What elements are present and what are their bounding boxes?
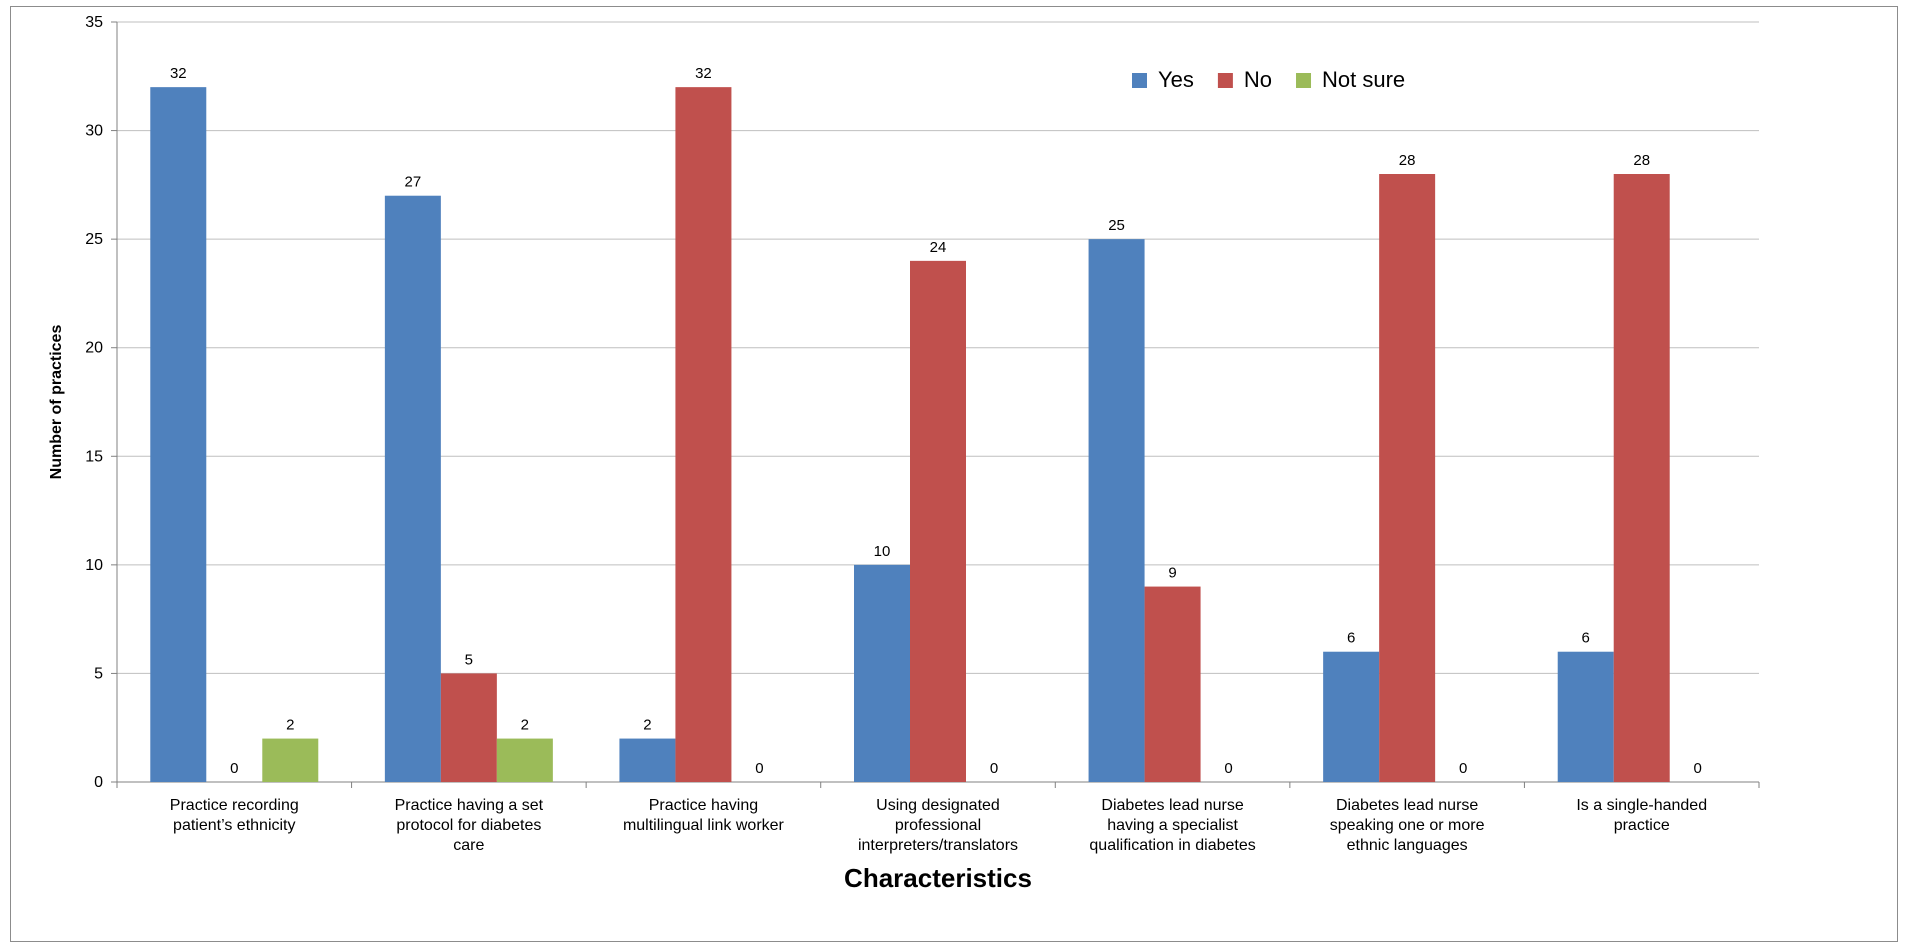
category-label: qualification in diabetes: [1089, 837, 1255, 854]
data-label: 6: [1582, 630, 1590, 647]
y-axis-title: Number of practices: [48, 325, 65, 480]
data-label: 5: [465, 651, 473, 668]
category-label: multilingual link worker: [623, 817, 785, 834]
category-label: protocol for diabetes: [396, 817, 541, 834]
data-label: 0: [1459, 760, 1467, 777]
bar-yes: [1088, 239, 1145, 783]
category-label: patient’s ethnicity: [173, 817, 295, 834]
legend-swatch: [1132, 73, 1147, 88]
y-tick-label: 0: [94, 774, 103, 791]
data-label: 0: [1224, 760, 1232, 777]
bar-yes: [150, 87, 207, 782]
category-label: Practice having: [649, 797, 758, 814]
chart-frame: 0 5 10 15 20 25 30 35 32 0 2 Practice recording pati…: [10, 6, 1898, 942]
category-label: speaking one or more: [1330, 817, 1485, 834]
y-tick-label: 15: [85, 448, 103, 465]
data-label: 2: [286, 717, 294, 734]
category-label: Diabetes lead nurse: [1336, 797, 1478, 814]
category-label: Is a single-handed: [1576, 797, 1707, 814]
bar-not-sure: [496, 738, 553, 782]
bar-yes: [384, 195, 441, 782]
bar-no: [675, 87, 732, 782]
data-label: 10: [874, 543, 891, 560]
category-label: Practice having a set: [395, 797, 544, 814]
data-label: 32: [695, 65, 712, 82]
data-label: 28: [1399, 152, 1416, 169]
x-axis-title: Characteristics: [844, 863, 1032, 893]
legend-label: No: [1244, 67, 1272, 92]
bar-no: [440, 673, 497, 782]
category-label: Practice recording: [170, 797, 299, 814]
data-label: 28: [1633, 152, 1650, 169]
data-label: 0: [1694, 760, 1702, 777]
data-label: 24: [930, 239, 947, 256]
bar-yes: [854, 564, 910, 782]
data-label: 27: [405, 174, 422, 191]
bar-yes: [1557, 651, 1614, 782]
y-tick-label: 20: [85, 340, 103, 357]
data-label: 6: [1347, 630, 1355, 647]
legend-label: Not sure: [1322, 67, 1405, 92]
y-tick-label: 5: [94, 665, 103, 682]
data-label: 0: [755, 760, 763, 777]
category-label: professional: [895, 817, 981, 834]
data-label: 32: [170, 65, 187, 82]
y-tick-label: 10: [85, 557, 103, 574]
bar-no: [1613, 174, 1670, 782]
bar-not-sure: [262, 738, 319, 782]
bar-no: [910, 260, 966, 782]
data-label: 2: [643, 717, 651, 734]
category-label: Using designated: [876, 797, 1000, 814]
data-label: 0: [990, 760, 998, 777]
bar-no: [1379, 174, 1436, 782]
bar-yes: [1323, 651, 1380, 782]
data-label: 0: [230, 760, 238, 777]
legend-swatch: [1217, 73, 1233, 88]
bar-yes: [619, 738, 676, 782]
category-label: interpreters/translators: [858, 837, 1018, 854]
category-label: having a specialist: [1107, 817, 1238, 834]
y-tick-label: 30: [85, 123, 103, 140]
category-label: care: [453, 837, 484, 854]
y-tick-label: 25: [85, 231, 103, 248]
category-label: Diabetes lead nurse: [1101, 797, 1243, 814]
y-tick-label: 35: [85, 14, 103, 31]
data-label: 2: [521, 717, 529, 734]
legend-label: Yes: [1158, 67, 1194, 92]
legend-swatch: [1296, 73, 1312, 88]
bar-no: [1144, 586, 1201, 782]
category-label: ethnic languages: [1347, 837, 1468, 854]
category-label: practice: [1614, 817, 1670, 834]
data-label: 9: [1168, 565, 1176, 582]
data-label: 25: [1108, 217, 1125, 234]
